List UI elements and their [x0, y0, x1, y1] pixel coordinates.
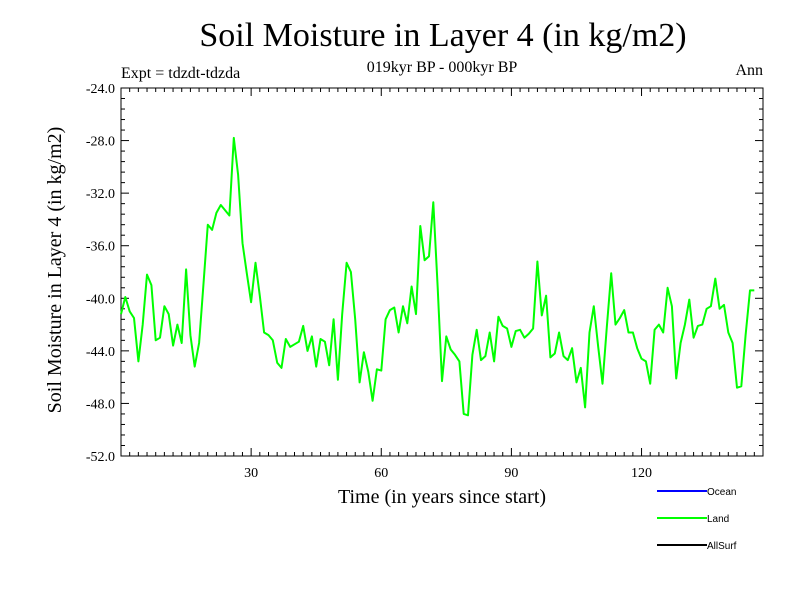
x-axis-label: Time (in years since start) [338, 486, 546, 508]
legend-label-allsurf: AllSurf [707, 541, 737, 552]
legend-label-ocean: Ocean [707, 487, 736, 498]
y-tick-label: -48.0 [86, 397, 115, 412]
experiment-label: Expt = tdzdt-tdzda [121, 65, 240, 82]
legend: Ocean Land AllSurf [657, 487, 737, 552]
plot-area [120, 136, 755, 417]
season-label: Ann [735, 62, 763, 79]
legend-label-land: Land [707, 514, 729, 525]
series-line-land [120, 136, 755, 417]
x-tick-label: 60 [374, 466, 388, 481]
chart-subtitle: 019kyr BP - 000kyr BP [367, 59, 518, 76]
x-tick-label: 30 [244, 466, 258, 481]
y-tick-label: -28.0 [86, 135, 115, 150]
y-tick-label: -32.0 [86, 187, 115, 202]
y-tick-label: -36.0 [86, 240, 115, 255]
y-tick-label: -40.0 [86, 292, 115, 307]
y-tick-label: -44.0 [86, 345, 115, 360]
axes: 30 60 90 120 -24.0 -28.0 -32.0 -36.0 -40.0 -44.0 -… [86, 82, 764, 481]
x-tick-label: 90 [504, 466, 518, 481]
x-tick-label: 120 [631, 466, 652, 481]
y-tick-label: -24.0 [86, 82, 115, 97]
y-axis-label: Soil Moisture in Layer 4 (in kg/m2) [44, 127, 66, 414]
chart-title: Soil Moisture in Layer 4 (in kg/m2) [199, 17, 686, 54]
plot-frame [120, 87, 764, 457]
y-tick-label: -52.0 [86, 450, 115, 465]
